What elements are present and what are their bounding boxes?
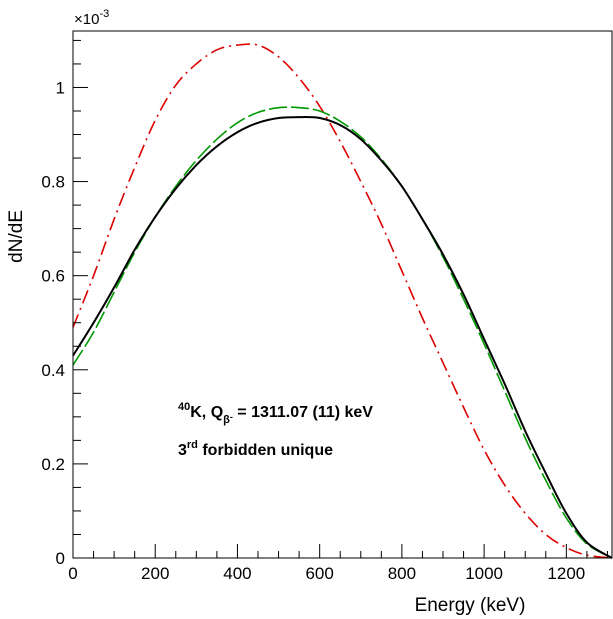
y-tick-label: 0.2	[41, 455, 65, 474]
x-tick-label: 1000	[465, 564, 503, 583]
x-tick-label: 200	[141, 564, 169, 583]
y-tick-label: 0	[56, 549, 65, 568]
x-tick-label: 1200	[547, 564, 585, 583]
annotation-line-1: 40K, Qβ- = 1311.07 (11) keV	[178, 401, 373, 426]
y-tick-label: 0.6	[41, 267, 65, 286]
y-axis-label: dN/dE	[6, 210, 27, 263]
y-tick-label: 0.4	[41, 361, 65, 380]
x-axis-label: Energy (keV)	[415, 595, 526, 616]
x-tick-label: 600	[305, 564, 333, 583]
y-tick-label: 1	[56, 78, 65, 97]
annotation-line-2: 3rd forbidden unique	[178, 439, 333, 459]
x-tick-label: 0	[68, 564, 77, 583]
series-layer	[72, 43, 613, 559]
plot-frame	[72, 30, 613, 559]
series-line-1	[72, 43, 613, 559]
x-tick-label: 400	[223, 564, 251, 583]
y-tick-label: 0.8	[41, 173, 65, 192]
ticks-layer: 0 200 400 600 800 1000 1200 0 0.2 0.4 0.6 0.8 1	[41, 39, 608, 583]
x-tick-label: 800	[388, 564, 416, 583]
y-multiplier: ×10-3	[74, 8, 109, 28]
series-line-3	[72, 116, 613, 559]
